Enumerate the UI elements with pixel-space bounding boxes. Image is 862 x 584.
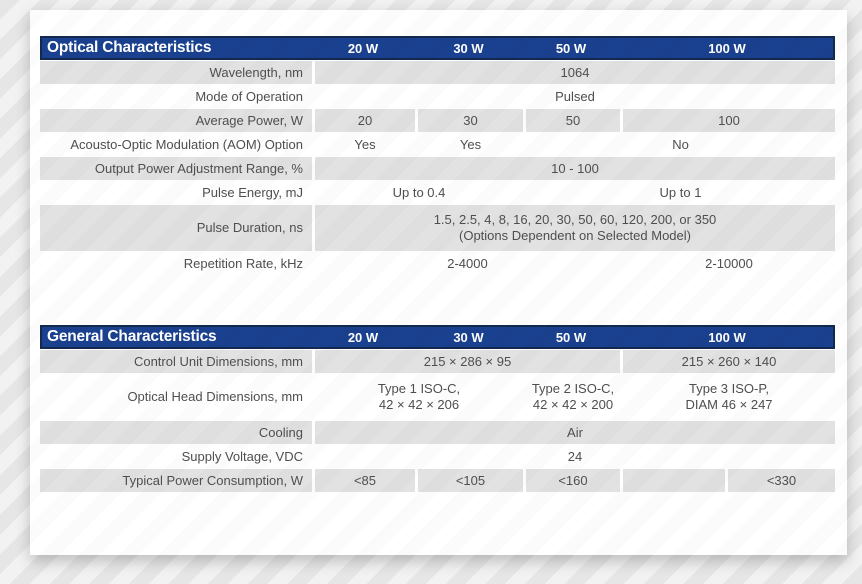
cell-value: 1.5, 2.5, 4, 8, 16, 20, 30, 50, 60, 120,… (315, 205, 835, 251)
row-label: Pulse Duration, ns (40, 205, 312, 251)
cell-value: 20 (315, 109, 415, 132)
optical-table-title: Optical Characteristics (47, 39, 212, 56)
cell-value: No (672, 136, 689, 152)
table-row: Acousto-Optic Modulation (AOM) Option Yes… (40, 133, 835, 156)
cell-value: <330 (728, 469, 835, 492)
table-row: Supply Voltage, VDC 24 (40, 445, 835, 468)
table-row: Mode of Operation Pulsed (40, 85, 835, 108)
general-table-title: General Characteristics (47, 328, 217, 345)
row-label: Output Power Adjustment Range, % (40, 157, 312, 180)
column-header-50w: 50 W (555, 40, 587, 56)
table-row: Cooling Air (40, 421, 835, 444)
cell-value: 30 (418, 109, 523, 132)
row-label: Cooling (40, 421, 312, 444)
cell-value: 2-10000 (705, 255, 753, 271)
column-header-20w: 20 W (347, 40, 379, 56)
table-row: Wavelength, nm 1064 (40, 61, 835, 84)
row-label: Acousto-Optic Modulation (AOM) Option (70, 136, 303, 152)
row-label: Wavelength, nm (40, 61, 312, 84)
general-table-header: General Characteristics 20 W 30 W 50 W 100 … (40, 325, 835, 349)
row-label: Pulse Energy, mJ (202, 184, 303, 200)
table-row: Repetition Rate, kHz 2-4000 2-10000 (40, 252, 835, 275)
cell-value: Type 2 ISO-C, 42 × 42 × 200 (531, 381, 615, 412)
cell-value: 10 - 100 (315, 157, 835, 180)
general-characteristics-table: General Characteristics 20 W 30 W 50 W 100 … (40, 325, 835, 493)
cell-value: Type 3 ISO-P, DIAM 46 × 247 (685, 381, 773, 412)
content-card: Optical Characteristics 20 W 30 W 50 W 100 … (30, 10, 847, 555)
table-row: Output Power Adjustment Range, % 10 - 100 (40, 157, 835, 180)
table-row: Pulse Energy, mJ Up to 0.4 Up to 1 (40, 181, 835, 204)
table-row: Control Unit Dimensions, mm 215 × 286 × 9… (40, 350, 835, 373)
column-header-100w: 100 W (708, 40, 746, 56)
optical-table-header: Optical Characteristics 20 W 30 W 50 W 100 … (40, 36, 835, 60)
cell-value: Yes (354, 136, 376, 152)
cell-value: <160 (526, 469, 620, 492)
table-row: Typical Power Consumption, W <85 <105 <160 <… (40, 469, 835, 492)
column-header-100w: 100 W (708, 329, 746, 345)
row-label: Mode of Operation (195, 88, 303, 104)
cell-value: Type 1 ISO-C, 42 × 42 × 206 (377, 381, 461, 412)
column-header-30w: 30 W (453, 329, 484, 345)
cell-value: 2-4000 (447, 255, 488, 271)
row-label: Supply Voltage, VDC (181, 448, 303, 464)
column-header-20w: 20 W (347, 329, 379, 345)
cell-value: 100 (623, 109, 835, 132)
row-label: Average Power, W (40, 109, 312, 132)
cell-value: 215 × 260 × 140 (623, 350, 835, 373)
cell-value: <85 (315, 469, 415, 492)
general-table-body: Control Unit Dimensions, mm 215 × 286 × 9… (40, 350, 835, 492)
cell-value: Yes (459, 136, 482, 152)
row-label: Control Unit Dimensions, mm (40, 350, 312, 373)
row-label: Repetition Rate, kHz (183, 255, 303, 271)
table-row: Pulse Duration, ns 1.5, 2.5, 4, 8, 16, 20… (40, 205, 835, 251)
column-header-30w: 30 W (453, 40, 484, 56)
cell-value: 50 (526, 109, 620, 132)
cell-value: <105 (418, 469, 523, 492)
row-label: Optical Head Dimensions, mm (127, 389, 303, 404)
optical-table-body: Wavelength, nm 1064 Mode of Operation Pulse… (40, 61, 835, 275)
cell-value: Air (315, 421, 835, 444)
row-label: Typical Power Consumption, W (40, 469, 312, 492)
cell-value: Up to 1 (659, 184, 702, 200)
cell-value: Up to 0.4 (392, 184, 446, 200)
table-row: Optical Head Dimensions, mm Type 1 ISO-C,… (40, 374, 835, 420)
cell-value-empty (623, 469, 725, 492)
cell-value: 24 (567, 448, 583, 464)
cell-value: 215 × 286 × 95 (315, 350, 620, 373)
table-row: Average Power, W 20 30 50 100 (40, 109, 835, 132)
column-header-50w: 50 W (555, 329, 587, 345)
cell-value: 1064 (315, 61, 835, 84)
optical-characteristics-table: Optical Characteristics 20 W 30 W 50 W 100 … (40, 36, 835, 276)
cell-value: Pulsed (555, 88, 595, 104)
